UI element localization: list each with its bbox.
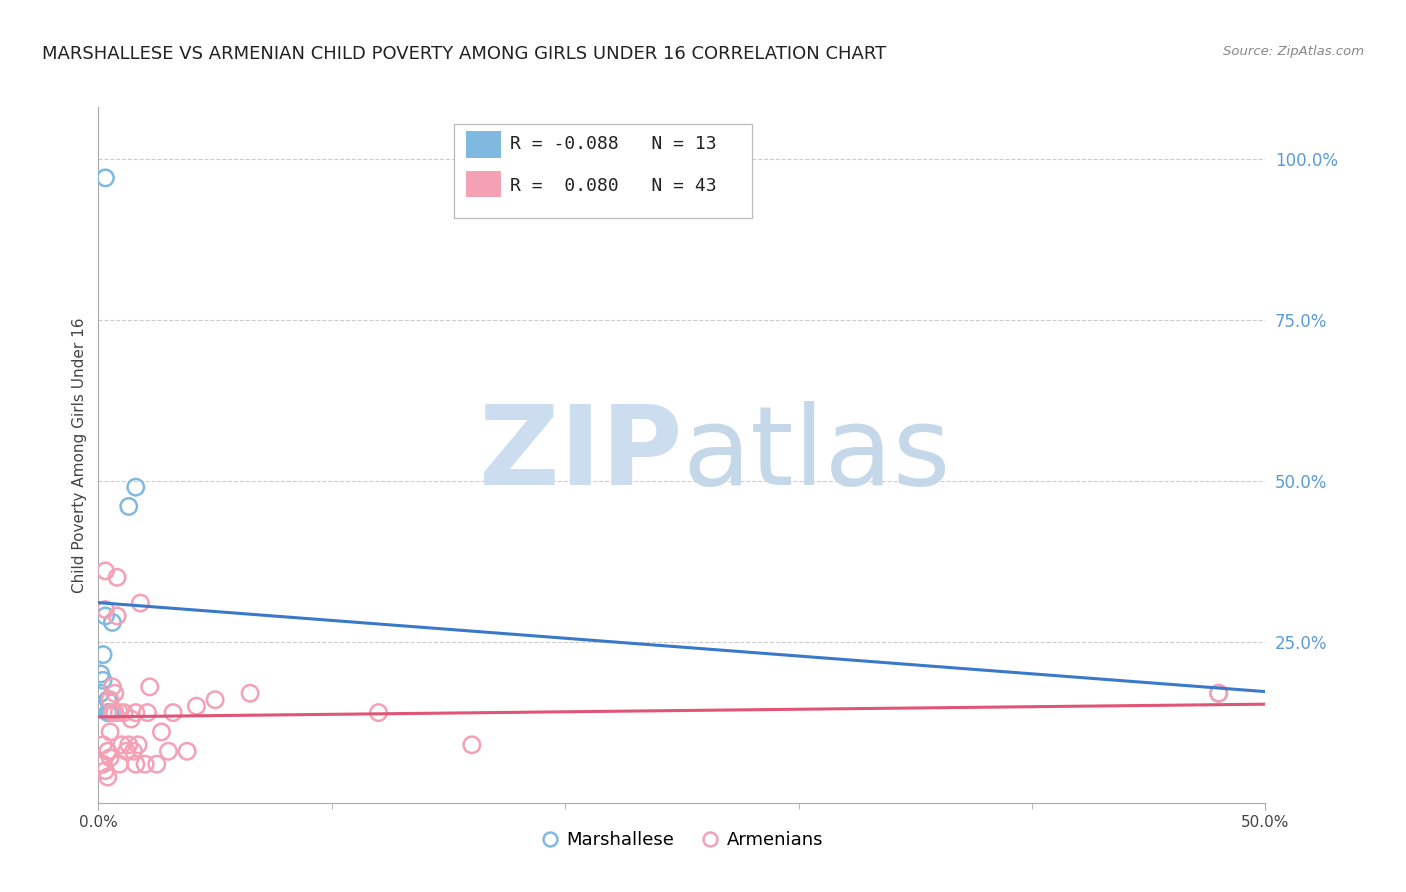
Point (98, 750, 121, 764)
Point (118, 738, 141, 752)
Point (105, 570, 128, 584)
Point (118, 500, 141, 514)
Point (94, 602, 117, 616)
Point (108, 706, 131, 720)
Point (150, 725, 173, 739)
Text: Source: ZipAtlas.com: Source: ZipAtlas.com (1223, 45, 1364, 58)
Point (112, 706, 135, 720)
Point (1208, 686, 1230, 700)
Point (90, 686, 112, 700)
Point (91, 738, 114, 752)
Point (97, 706, 120, 720)
Point (125, 480, 148, 494)
Point (146, 757, 169, 772)
FancyBboxPatch shape (465, 171, 501, 197)
Point (129, 596, 152, 610)
Point (101, 680, 124, 694)
Point (90, 757, 112, 772)
Point (94, 564, 117, 578)
Point (97, 744, 120, 758)
Point (136, 706, 159, 720)
Point (111, 738, 134, 752)
Point (125, 706, 148, 720)
Point (139, 680, 162, 694)
Point (97, 692, 120, 706)
Point (125, 757, 148, 772)
Point (176, 744, 198, 758)
Point (367, 706, 389, 720)
Point (91, 757, 114, 772)
Point (108, 757, 131, 772)
Legend: Marshallese, Armenians: Marshallese, Armenians (534, 824, 830, 856)
Point (98, 706, 121, 720)
Point (122, 744, 145, 758)
Point (157, 744, 180, 758)
Point (162, 706, 184, 720)
Point (105, 609, 128, 624)
Point (1208, 686, 1230, 700)
Point (127, 738, 149, 752)
Text: atlas: atlas (682, 401, 950, 508)
Y-axis label: Child Poverty Among Girls Under 16: Child Poverty Among Girls Under 16 (72, 318, 87, 592)
Text: R =  0.080   N = 43: R = 0.080 N = 43 (510, 177, 717, 194)
Point (186, 699, 208, 714)
Point (461, 738, 484, 752)
FancyBboxPatch shape (454, 124, 752, 219)
Point (94, 764, 117, 778)
FancyBboxPatch shape (465, 131, 501, 158)
Point (101, 615, 124, 630)
Text: MARSHALLESE VS ARMENIAN CHILD POVERTY AMONG GIRLS UNDER 16 CORRELATION CHART: MARSHALLESE VS ARMENIAN CHILD POVERTY AM… (42, 45, 886, 62)
Point (91, 648, 114, 662)
Point (91, 673, 114, 688)
Point (97, 770, 120, 784)
Point (98, 692, 121, 706)
Point (134, 757, 156, 772)
Text: R = -0.088   N = 13: R = -0.088 N = 13 (510, 135, 717, 153)
Point (94, 170, 117, 185)
Text: ZIP: ZIP (478, 401, 682, 508)
Point (94, 609, 117, 624)
Point (98, 725, 121, 739)
Point (90, 667, 112, 681)
Point (104, 706, 127, 720)
Point (104, 686, 127, 700)
Point (115, 744, 138, 758)
Point (239, 686, 262, 700)
Point (204, 692, 226, 706)
Point (101, 706, 124, 720)
Point (120, 712, 142, 726)
